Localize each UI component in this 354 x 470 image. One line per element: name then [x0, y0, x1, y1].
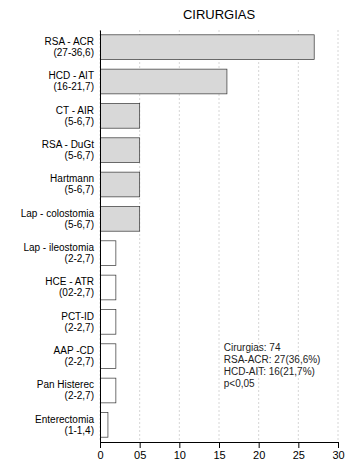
x-tick-mark: [179, 442, 180, 448]
y-tick: HCE - ATR(02-2,7): [45, 276, 94, 298]
plot: 0 05 10 15 20 25 30 RSA - ACR(27-36,6) HCD - AIT…: [21, 30, 345, 461]
x-axis-line: [101, 443, 339, 449]
x-tick: 30: [332, 442, 344, 461]
x-tick-label: 05: [134, 449, 146, 461]
y-tick-label: PCT-ID(2-2,7): [61, 311, 94, 333]
x-tick-mark: [100, 442, 101, 448]
x-tick-label: 15: [213, 449, 225, 461]
x-tick-label: 25: [293, 449, 305, 461]
x-axis: 0 05 10 15 20 25 30: [97, 442, 344, 461]
y-tick-label: Pan Histerec(2-2,7): [37, 379, 94, 401]
y-tick: Lap - ileostomia(2-2,7): [23, 242, 94, 264]
y-tick: Pan Histerec(2-2,7): [37, 379, 94, 401]
y-tick: AAP -CD(2-2,7): [54, 345, 94, 367]
x-tick-mark: [338, 442, 339, 448]
y-tick-label: CT - AIR(5-6,7): [56, 105, 94, 127]
y-axis: RSA - ACR(27-36,6) HCD - AIT(16-21,7) CT -…: [21, 31, 101, 443]
y-tick-label: AAP -CD(2-2,7): [54, 345, 94, 367]
x-tick-label: 20: [253, 449, 265, 461]
bar: [100, 103, 140, 128]
grid-line: [298, 30, 299, 442]
x-tick: 05: [134, 442, 146, 461]
annotation: Cirurgias: 74RSA-ACR: 27(36,6%)HCD-AIT: …: [224, 342, 321, 389]
y-axis-line: [100, 31, 101, 443]
bar: [100, 138, 140, 163]
y-tick: CT - AIR(5-6,7): [56, 105, 94, 127]
y-tick-label: Enterectomia(1-1,4): [35, 414, 94, 436]
bar: [100, 412, 108, 437]
y-tick-label: HCE - ATR(02-2,7): [45, 276, 94, 298]
bar: [100, 344, 116, 369]
bar: [100, 309, 116, 334]
y-tick-label: Lap - ileostomia(2-2,7): [23, 242, 94, 264]
chart-svg: 0 05 10 15 20 25 30 RSA - ACR(27-36,6) HCD - AIT…: [0, 0, 354, 470]
bar: [100, 35, 314, 60]
x-tick-mark: [259, 442, 260, 448]
grid-line: [338, 30, 339, 442]
y-tick: Enterectomia(1-1,4): [35, 414, 94, 436]
y-tick-label: RSA - ACR(27-36,6): [45, 36, 94, 58]
y-tick: PCT-ID(2-2,7): [61, 311, 94, 333]
bar: [100, 275, 116, 300]
x-tick: 25: [293, 442, 305, 461]
x-tick: 0: [97, 442, 103, 461]
x-tick: 15: [213, 442, 225, 461]
y-tick: Lap - colostomia(5-6,7): [21, 208, 95, 230]
y-tick: RSA - DuGt(5-6,7): [42, 139, 94, 161]
y-tick-label: Hartmann(5-6,7): [50, 173, 94, 195]
bar: [100, 241, 116, 266]
y-tick-label: Lap - colostomia(5-6,7): [21, 208, 95, 230]
x-tick-label: 0: [97, 449, 103, 461]
bar: [100, 206, 140, 231]
x-tick-label: 30: [332, 449, 344, 461]
bar: [100, 378, 116, 403]
y-tick: HCD - AIT(16-21,7): [48, 70, 94, 92]
x-tick-mark: [298, 442, 299, 448]
x-tick: 10: [174, 442, 186, 461]
x-tick: 20: [253, 442, 265, 461]
title: CIRURGIAS: [183, 7, 256, 22]
bar: [100, 69, 227, 94]
x-tick-mark: [140, 442, 141, 448]
x-tick-label: 10: [174, 449, 186, 461]
y-tick: RSA - ACR(27-36,6): [45, 36, 94, 58]
y-tick-label: HCD - AIT(16-21,7): [48, 70, 94, 92]
bar: [100, 172, 140, 197]
grid: [100, 30, 338, 442]
bars: [100, 35, 314, 437]
grid-line: [100, 30, 101, 442]
y-tick: Hartmann(5-6,7): [50, 173, 94, 195]
y-tick-label: RSA - DuGt(5-6,7): [42, 139, 94, 161]
grid-line: [258, 30, 259, 442]
x-tick-mark: [219, 442, 220, 448]
